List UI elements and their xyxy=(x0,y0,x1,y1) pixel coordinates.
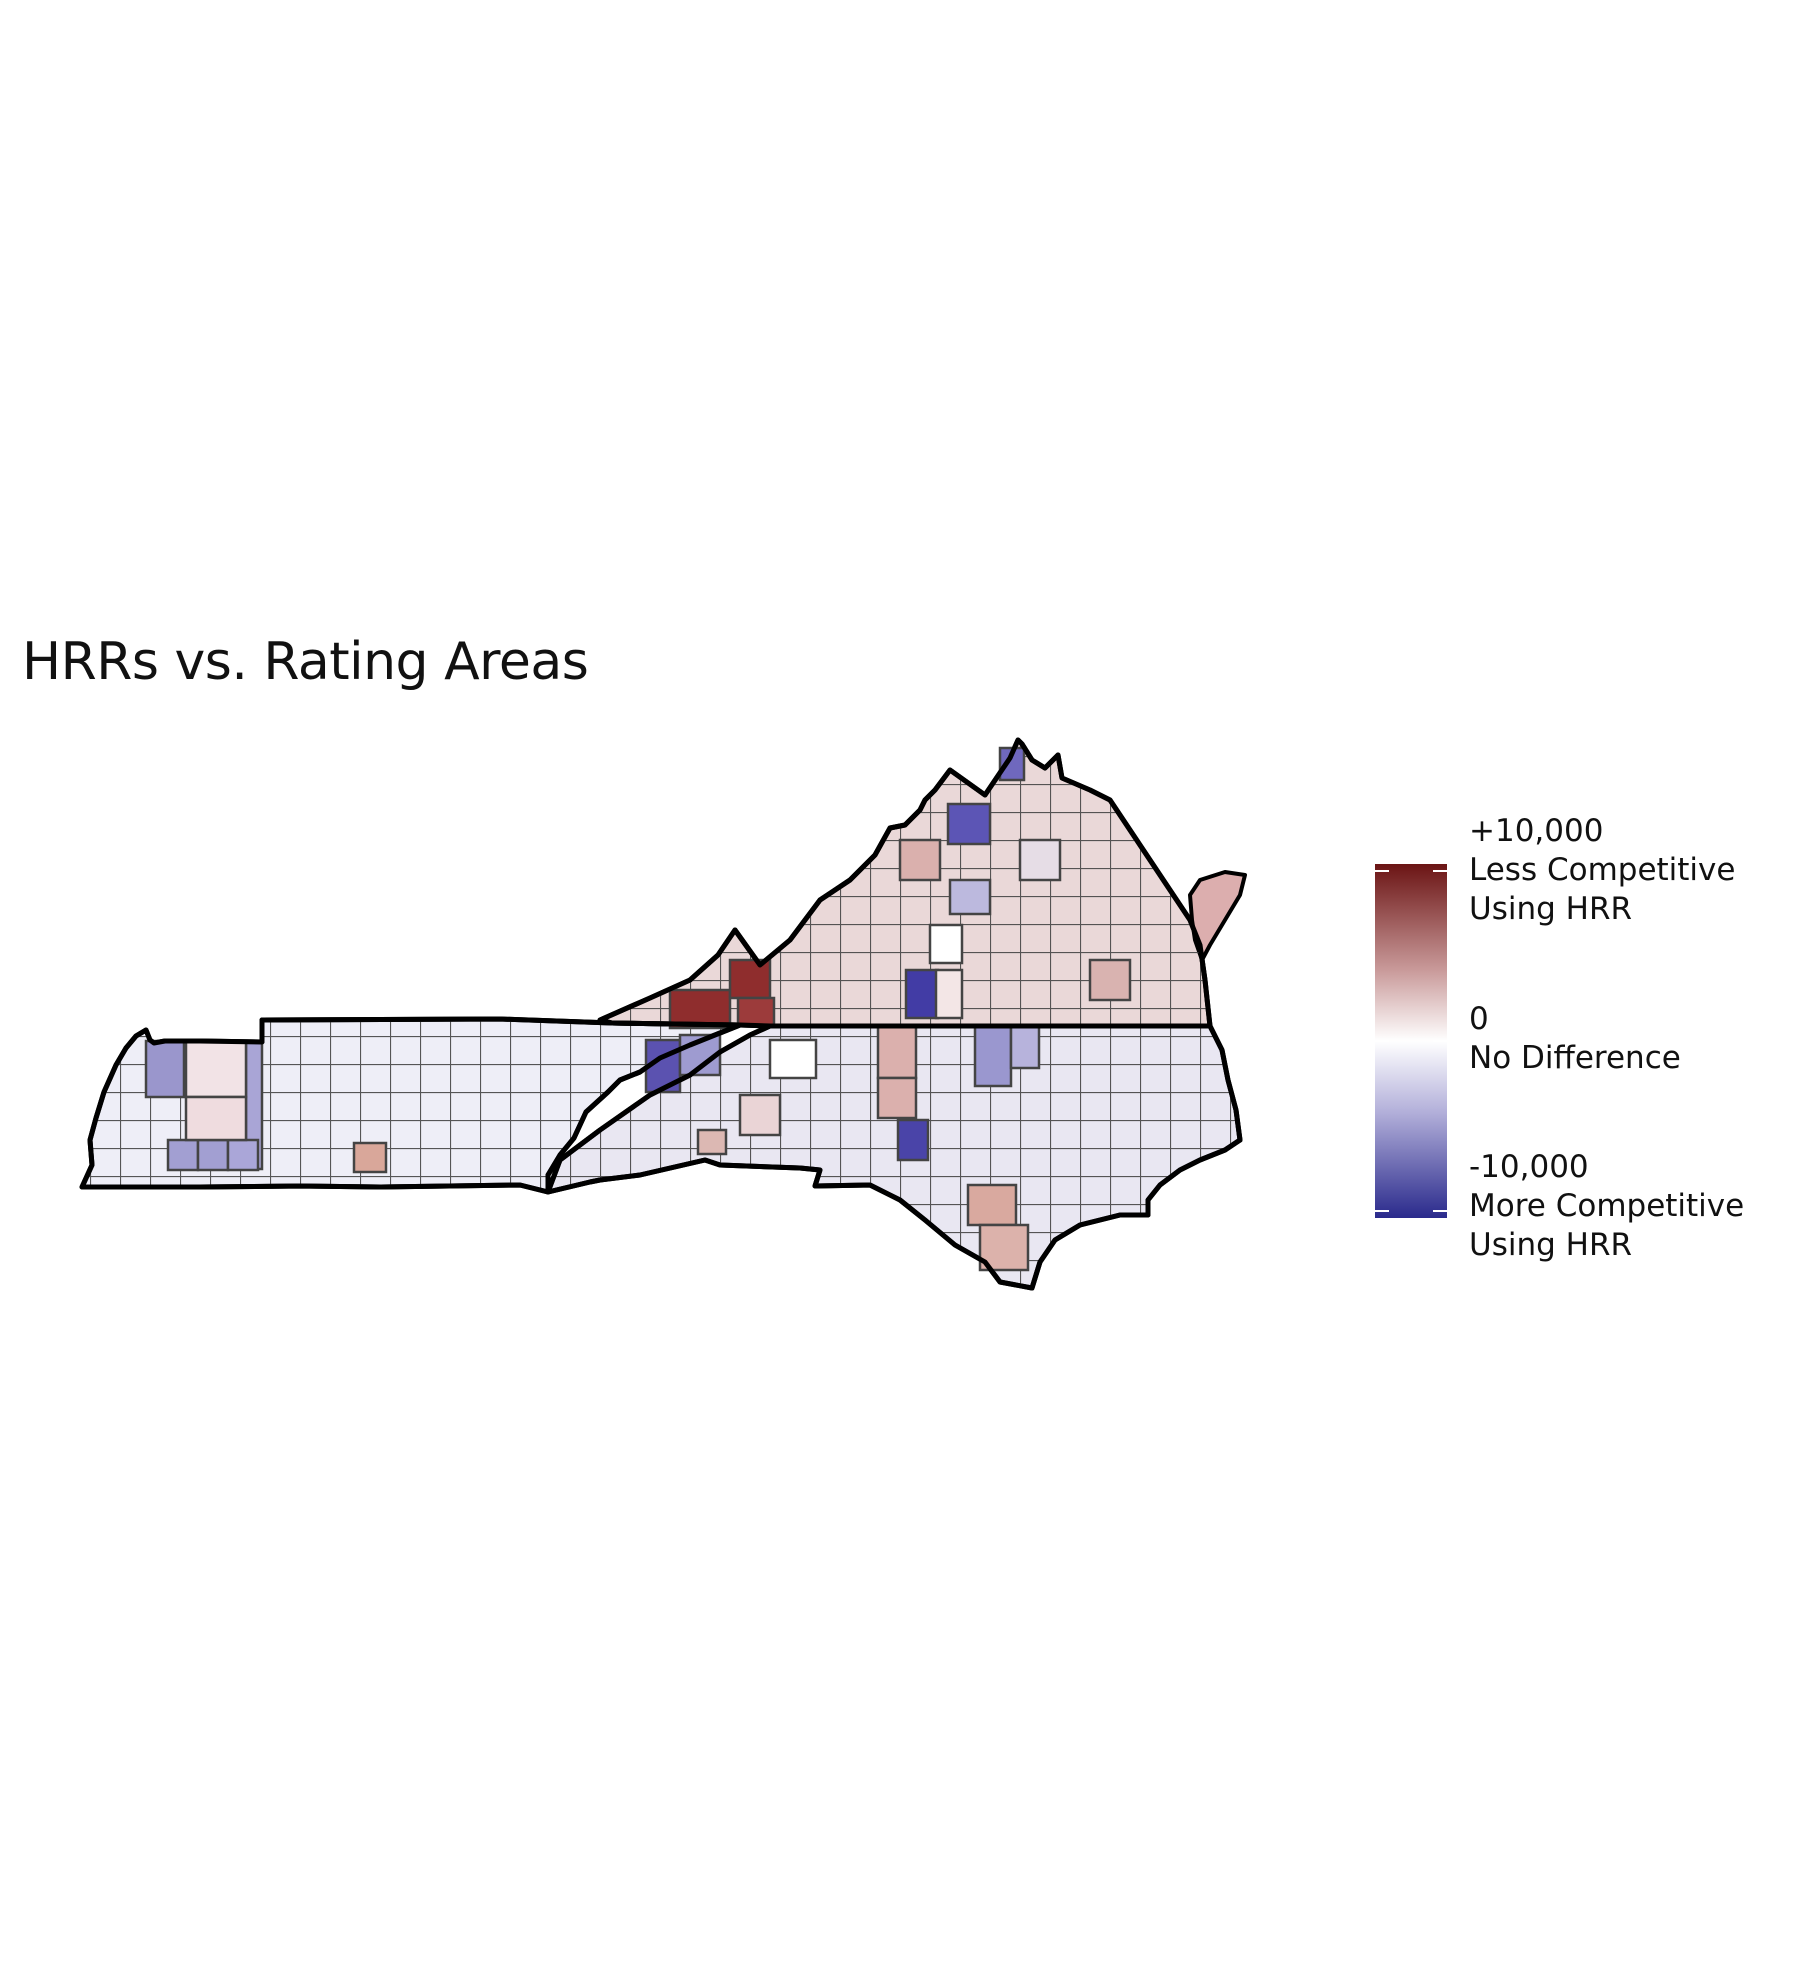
county-region xyxy=(966,1183,1018,1227)
legend-tick xyxy=(1375,1040,1389,1042)
county-region xyxy=(728,958,772,1000)
county-region xyxy=(934,968,964,1020)
county-region xyxy=(184,1095,248,1142)
legend-tick xyxy=(1433,1040,1447,1042)
legend-high-line2: Using HRR xyxy=(1469,891,1633,927)
legend-tick xyxy=(1375,1210,1389,1212)
county-region xyxy=(184,1039,248,1099)
county-region xyxy=(898,838,942,882)
legend-high-value: +10,000 xyxy=(1469,813,1604,849)
page-title: HRRs vs. Rating Areas xyxy=(22,632,589,692)
legend-low-line2: Using HRR xyxy=(1469,1227,1633,1263)
county-region xyxy=(876,1076,918,1120)
county-region xyxy=(696,1128,728,1156)
county-region xyxy=(946,802,992,846)
county-region xyxy=(1018,838,1062,882)
highlighted-counties xyxy=(144,746,1132,1272)
county-region xyxy=(948,878,992,916)
legend-mid-line1: No Difference xyxy=(1469,1040,1681,1076)
legend-tick xyxy=(1433,870,1447,872)
state-borders xyxy=(79,737,1243,1291)
county-region xyxy=(166,1138,200,1172)
legend-color-bar xyxy=(1375,864,1447,1218)
legend-mid-value: 0 xyxy=(1469,1001,1489,1037)
county-region xyxy=(226,1138,260,1172)
county-region xyxy=(896,1118,930,1162)
county-region xyxy=(876,1024,918,1080)
county-region xyxy=(738,1093,782,1137)
county-region xyxy=(928,923,964,965)
county-boundaries xyxy=(82,740,1240,1288)
county-region xyxy=(1088,958,1132,1002)
county-region xyxy=(196,1138,230,1172)
legend-high-line1: Less Competitive xyxy=(1469,852,1736,888)
county-region xyxy=(352,1141,388,1174)
county-region xyxy=(144,1039,186,1099)
legend: +10,000 Less Competitive Using HRR 0 No … xyxy=(1375,812,1795,1282)
county-region xyxy=(904,968,940,1020)
county-region xyxy=(736,996,776,1028)
legend-tick xyxy=(1433,1210,1447,1212)
legend-low-line1: More Competitive xyxy=(1469,1188,1745,1224)
county-region xyxy=(978,1223,1030,1272)
county-region xyxy=(768,1038,818,1080)
county-region xyxy=(1009,1024,1041,1070)
legend-low-value: -10,000 xyxy=(1469,1149,1589,1185)
legend-tick xyxy=(1375,870,1389,872)
county-region xyxy=(973,1024,1013,1088)
